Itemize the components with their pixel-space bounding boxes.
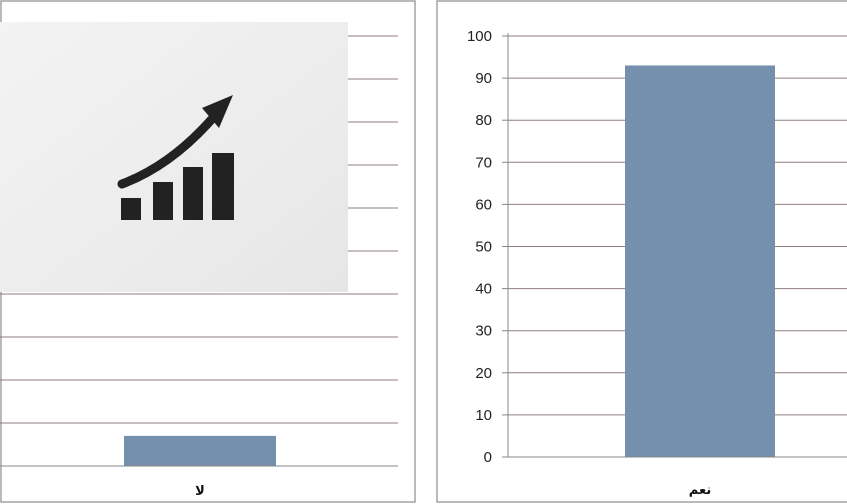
category-label: نعم bbox=[689, 483, 711, 498]
bars bbox=[625, 65, 775, 457]
y-tick-label: 80 bbox=[475, 112, 492, 129]
y-tick-label: 20 bbox=[475, 365, 492, 382]
y-tick-label: 60 bbox=[475, 196, 492, 213]
y-tick-labels: 0 10 20 30 40 50 60 70 80 90 100 bbox=[467, 28, 492, 466]
left-bar-chart: لا bbox=[0, 0, 416, 503]
category-labels: لا bbox=[195, 484, 205, 499]
category-labels: نعم bbox=[689, 483, 711, 498]
right-chart-panel: 0 10 20 30 40 50 60 70 80 90 100 نعم bbox=[436, 0, 847, 504]
growth-chart-icon bbox=[0, 22, 348, 292]
y-tick-label: 70 bbox=[475, 154, 492, 171]
bars bbox=[124, 435, 276, 466]
y-tick-label: 0 bbox=[484, 449, 492, 466]
y-tick-label: 10 bbox=[475, 407, 492, 424]
y-tick-label: 50 bbox=[475, 239, 492, 256]
y-tick-label: 90 bbox=[475, 70, 492, 87]
bar bbox=[124, 435, 276, 466]
y-tick-label: 30 bbox=[475, 323, 492, 340]
y-tick-label: 100 bbox=[467, 28, 492, 45]
right-bar-chart: 0 10 20 30 40 50 60 70 80 90 100 نعم bbox=[436, 0, 847, 503]
left-chart-panel: لا bbox=[0, 0, 417, 504]
bar bbox=[625, 65, 775, 457]
y-tick-label: 40 bbox=[475, 281, 492, 298]
category-label: لا bbox=[195, 484, 205, 499]
